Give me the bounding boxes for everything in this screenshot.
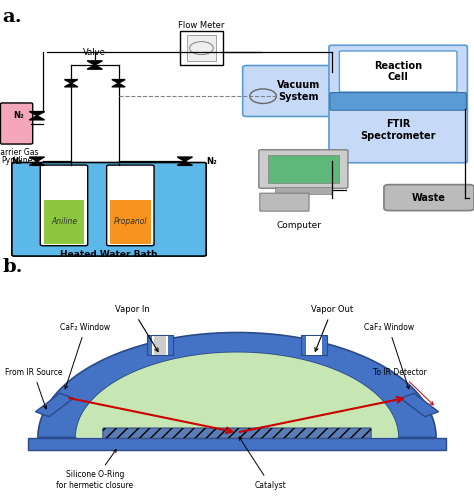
Polygon shape bbox=[112, 83, 125, 87]
Text: Propanol: Propanol bbox=[114, 218, 147, 226]
FancyBboxPatch shape bbox=[260, 193, 309, 211]
FancyBboxPatch shape bbox=[180, 31, 223, 65]
Text: Aniline: Aniline bbox=[51, 218, 77, 226]
FancyBboxPatch shape bbox=[259, 150, 348, 188]
Bar bbox=[275, 187, 332, 194]
Text: Vapor In: Vapor In bbox=[115, 306, 158, 352]
Text: Heated Water Bath: Heated Water Bath bbox=[60, 250, 158, 258]
Bar bbox=[152, 336, 168, 354]
FancyBboxPatch shape bbox=[243, 66, 355, 116]
Bar bbox=[301, 335, 327, 355]
Bar bbox=[36, 394, 73, 416]
FancyBboxPatch shape bbox=[12, 162, 206, 256]
Text: Vapor Out: Vapor Out bbox=[311, 306, 353, 352]
Bar bbox=[44, 200, 84, 244]
Text: CaF₂ Window: CaF₂ Window bbox=[60, 323, 110, 389]
FancyBboxPatch shape bbox=[330, 92, 466, 110]
Text: a.: a. bbox=[2, 8, 22, 26]
Polygon shape bbox=[64, 80, 78, 83]
Text: Carrier Gas: Carrier Gas bbox=[0, 148, 38, 158]
FancyBboxPatch shape bbox=[384, 184, 474, 210]
FancyBboxPatch shape bbox=[0, 103, 33, 144]
Text: Reaction
Cell: Reaction Cell bbox=[374, 60, 422, 82]
Text: FTIR
Spectrometer: FTIR Spectrometer bbox=[360, 119, 436, 141]
Polygon shape bbox=[29, 116, 45, 120]
Bar bbox=[154, 336, 166, 354]
FancyBboxPatch shape bbox=[107, 165, 154, 246]
Bar bbox=[401, 394, 438, 416]
Text: Vacuum
System: Vacuum System bbox=[277, 80, 320, 102]
FancyBboxPatch shape bbox=[103, 428, 371, 438]
Text: N₂: N₂ bbox=[14, 111, 24, 120]
Polygon shape bbox=[112, 80, 125, 83]
Polygon shape bbox=[177, 161, 192, 166]
Text: N₂: N₂ bbox=[11, 157, 22, 166]
Polygon shape bbox=[177, 157, 192, 161]
Polygon shape bbox=[29, 112, 45, 116]
FancyBboxPatch shape bbox=[40, 165, 88, 246]
Polygon shape bbox=[87, 65, 102, 69]
Polygon shape bbox=[87, 61, 102, 65]
Text: Computer: Computer bbox=[276, 221, 321, 230]
Text: Valve: Valve bbox=[83, 48, 106, 56]
Text: Catalyst: Catalyst bbox=[239, 437, 286, 490]
Bar bbox=[28, 438, 446, 450]
Text: Waste: Waste bbox=[412, 192, 446, 202]
Bar bbox=[147, 335, 173, 355]
Bar bbox=[110, 200, 151, 244]
Bar bbox=[268, 154, 339, 184]
Polygon shape bbox=[29, 157, 45, 161]
Text: Pyridine: Pyridine bbox=[1, 156, 32, 165]
FancyBboxPatch shape bbox=[187, 35, 216, 61]
Text: Silicone O-Ring
for hermetic closure: Silicone O-Ring for hermetic closure bbox=[56, 450, 133, 490]
Polygon shape bbox=[76, 352, 398, 438]
Polygon shape bbox=[38, 332, 436, 438]
Bar bbox=[306, 336, 322, 354]
Text: To IR Detector: To IR Detector bbox=[373, 368, 433, 405]
Text: From IR Source: From IR Source bbox=[5, 368, 62, 409]
Polygon shape bbox=[29, 161, 45, 166]
FancyBboxPatch shape bbox=[339, 51, 457, 92]
Text: b.: b. bbox=[2, 258, 23, 276]
Text: Flow Meter: Flow Meter bbox=[178, 21, 225, 30]
Text: CaF₂ Window: CaF₂ Window bbox=[364, 323, 414, 389]
FancyBboxPatch shape bbox=[329, 45, 467, 163]
Text: N₂: N₂ bbox=[206, 156, 217, 166]
Polygon shape bbox=[64, 83, 78, 87]
